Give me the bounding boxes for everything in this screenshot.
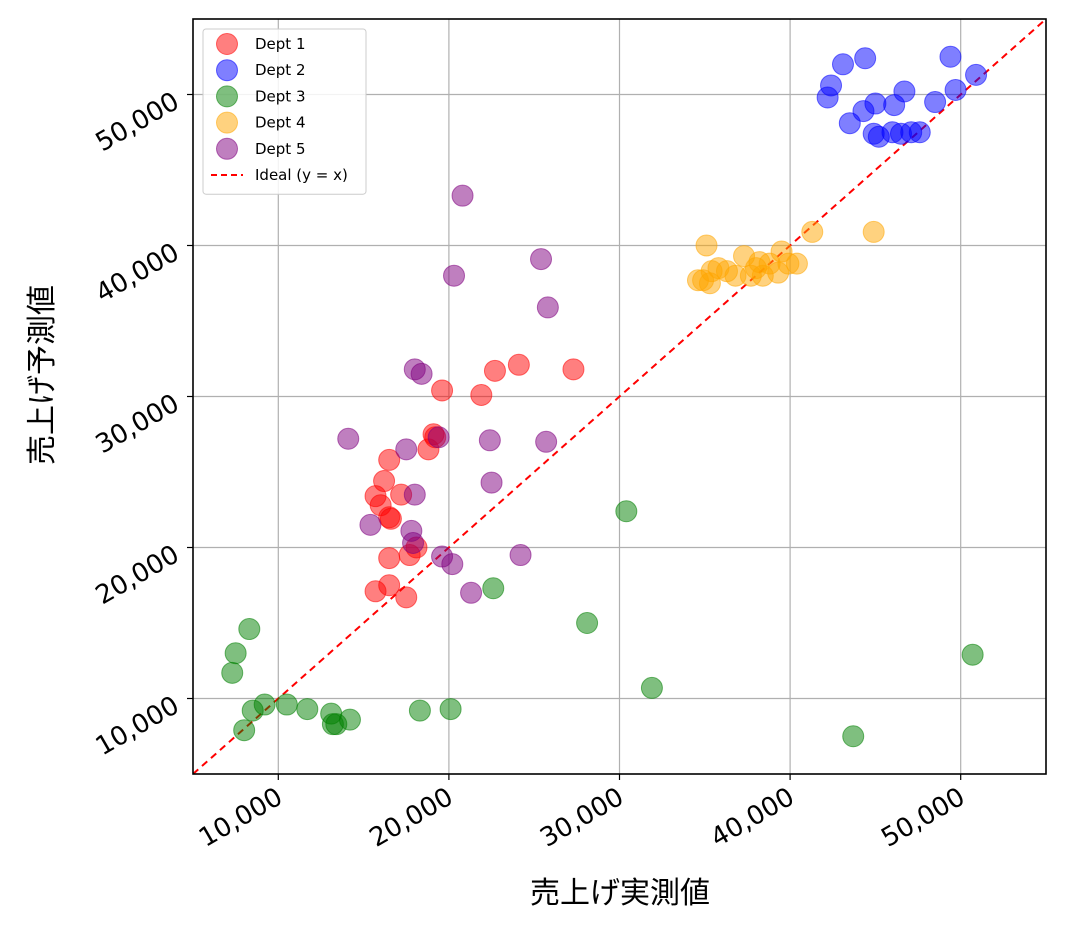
data-point: [801, 220, 824, 243]
data-point: [443, 264, 466, 287]
legend-marker: [216, 33, 238, 55]
data-point: [224, 642, 247, 665]
data-point: [403, 483, 426, 506]
data-point: [410, 362, 433, 385]
data-point: [961, 643, 984, 666]
legend-label: Dept 1: [255, 35, 306, 53]
data-point: [478, 429, 501, 452]
data-point: [253, 693, 276, 716]
data-point: [470, 383, 493, 406]
legend-marker: [216, 137, 238, 160]
legend-marker: [216, 111, 238, 134]
legend-label: Ideal (y = x): [255, 166, 348, 184]
data-point: [373, 470, 396, 493]
data-point: [480, 471, 503, 494]
data-point: [337, 427, 360, 450]
series-dept-3: [221, 500, 984, 748]
legend-label: Dept 2: [255, 61, 306, 79]
data-point: [785, 252, 808, 275]
data-point: [395, 438, 418, 461]
data-point: [402, 531, 425, 554]
data-point: [924, 91, 947, 114]
data-point: [864, 92, 887, 115]
data-point: [944, 78, 967, 101]
data-point: [507, 353, 530, 376]
data-point: [439, 698, 462, 721]
data-point: [275, 693, 298, 716]
ideal-line: [192, 18, 1047, 775]
data-point: [509, 544, 532, 567]
data-point: [441, 553, 464, 576]
x-axis-title: 売上げ実測値: [530, 876, 710, 911]
legend-label: Dept 4: [255, 114, 306, 132]
data-point: [939, 45, 962, 68]
data-point: [695, 234, 718, 257]
data-point: [862, 220, 885, 243]
reference-line-layer: [192, 18, 1047, 775]
legend: Dept 1 Dept 2 Dept 3 Dept 4 Dept 5 Ideal (y =…: [202, 28, 367, 195]
data-point: [359, 513, 382, 536]
data-point: [831, 53, 854, 76]
data-point: [482, 577, 505, 600]
data-point: [640, 676, 663, 699]
data-point: [431, 379, 454, 402]
data-point: [530, 248, 553, 271]
data-point: [395, 586, 418, 609]
data-point: [296, 698, 319, 721]
legend-box: [202, 28, 367, 195]
data-point: [379, 507, 402, 530]
legend-label: Dept 3: [255, 87, 306, 105]
data-point: [427, 426, 450, 449]
data-point: [842, 725, 865, 748]
data-point: [460, 581, 483, 604]
data-point: [338, 708, 361, 731]
data-point: [451, 184, 474, 207]
data-point: [535, 430, 558, 453]
data-point: [965, 63, 988, 86]
data-point: [908, 121, 931, 144]
data-point: [483, 359, 506, 382]
data-point: [615, 500, 638, 523]
data-point: [233, 719, 256, 742]
series-dept-4: [686, 220, 885, 295]
data-point: [854, 47, 877, 70]
data-point: [408, 699, 431, 722]
data-point: [893, 80, 916, 103]
data-point: [820, 74, 843, 97]
series-dept-5: [337, 184, 559, 604]
y-axis-title: 売上げ予測値: [25, 285, 60, 465]
data-point: [378, 547, 401, 570]
data-point: [562, 358, 585, 381]
data-point: [536, 296, 559, 319]
data-point: [576, 612, 599, 634]
data-point: [378, 448, 401, 471]
legend-marker: [216, 59, 238, 82]
series-dept-2: [816, 45, 988, 148]
data-point: [364, 580, 387, 603]
legend-label: Dept 5: [255, 140, 306, 158]
data-point: [238, 618, 261, 641]
data-point: [221, 661, 244, 684]
data-points-layer: [221, 45, 988, 748]
legend-marker: [216, 85, 238, 108]
